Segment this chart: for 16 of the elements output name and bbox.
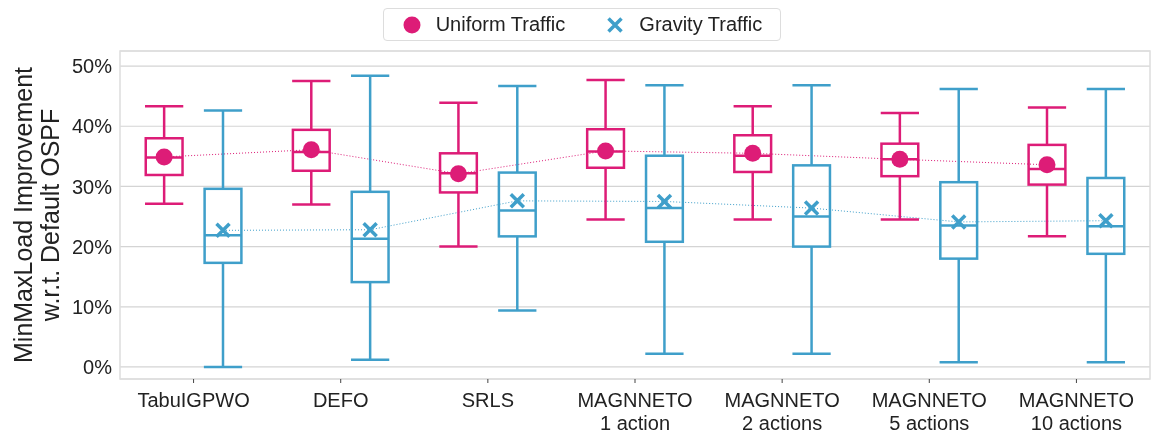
x-tick-label: SRLS [461,389,514,411]
legend-label: Uniform Traffic [435,13,566,36]
x-tick-label: MAGNNETO 5 actions [871,389,987,434]
x-tick-label: DEFO [312,389,369,411]
y-axis-title: MinMaxLoad Improvement w.r.t. Default OSPF [9,66,64,363]
y-tick-label: 30% [71,175,113,198]
x-tick-label: MAGNNETO 1 action [577,389,693,434]
x-tick-label: MAGNNETO 10 actions [1018,389,1135,434]
y-tick-label: 10% [71,295,113,318]
y-tick-label: 20% [71,235,113,258]
y-tick-label: 40% [71,115,113,138]
x-tick-label: TabuIGPWO [137,389,250,411]
legend-label: Gravity Traffic [639,13,763,36]
x-tick-label: MAGNNETO 2 actions [724,389,840,434]
y-tick-label: 0% [83,356,113,379]
y-tick-label: 50% [71,55,113,78]
